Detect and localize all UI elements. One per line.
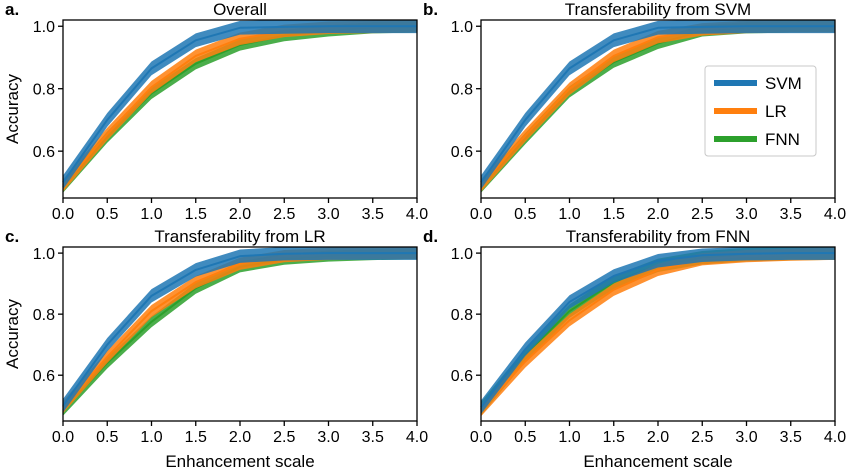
y-tick-label: 0.6 [33, 368, 55, 385]
panel-transfer-lr: 0.0 0.5 1.0 1.5 2.0 2.5 3.0 3.5 4.0 0.6 0.8 1.0 Tran… [3, 227, 428, 471]
panel-transfer-fnn: 0.0 0.5 1.0 1.5 2.0 2.5 3.0 3.5 4.0 0.6 0.8 1.0 Tran… [423, 227, 846, 471]
x-tick-label: 2.5 [273, 429, 295, 446]
series-band-lr [481, 20, 835, 192]
y-tick-label: 1.0 [33, 246, 55, 263]
legend-label-svm: SVM [765, 74, 802, 93]
series-line-fnn [480, 252, 836, 410]
x-tick-label: 4.0 [824, 429, 846, 446]
x-tick-label: 3.0 [317, 206, 339, 223]
x-tick-label: 3.5 [362, 206, 384, 223]
x-tick-label: 2.0 [647, 429, 669, 446]
x-tick-label: 4.0 [406, 206, 428, 223]
legend: SVM LR FNN [704, 65, 817, 157]
panel-title: Transferability from LR [154, 227, 325, 246]
y-tick-label: 0.8 [33, 307, 55, 324]
x-tick-label: 3.0 [735, 429, 757, 446]
x-tick-label: 2.5 [691, 429, 713, 446]
x-tick-label: 2.0 [229, 206, 251, 223]
series-line-svm [62, 25, 417, 183]
x-tick-label: 3.0 [317, 429, 339, 446]
x-tick-label: 1.0 [558, 206, 580, 223]
x-tick-label: 3.5 [362, 429, 384, 446]
x-tick-label: 1.5 [185, 206, 207, 223]
x-tick-label: 0.5 [96, 206, 118, 223]
series-band-lr [481, 247, 835, 417]
y-tick-label: 0.6 [33, 144, 55, 161]
x-tick-label: 1.5 [603, 206, 625, 223]
x-tick-label: 3.0 [735, 206, 757, 223]
x-tick-label: 3.5 [780, 206, 802, 223]
y-tick-label: 0.8 [451, 307, 473, 324]
x-tick-label: 0.5 [514, 429, 536, 446]
series-band-svm [63, 20, 417, 190]
y-tick-label: 1.0 [451, 19, 473, 36]
panel-title: Overall [213, 0, 267, 19]
y-tick-label: 1.0 [33, 19, 55, 36]
x-tick-label: 0.0 [52, 206, 74, 223]
legend-box [704, 65, 817, 157]
x-tick-label: 0.5 [96, 429, 118, 446]
legend-label-fnn: FNN [765, 130, 800, 149]
x-tick-label: 0.0 [470, 429, 492, 446]
x-tick-label: 1.0 [140, 429, 162, 446]
x-tick-label: 4.0 [824, 206, 846, 223]
x-axis-title: Enhancement scale [583, 452, 732, 471]
x-tick-label: 2.0 [229, 429, 251, 446]
y-tick-label: 1.0 [451, 246, 473, 263]
series-line-lr [480, 252, 836, 411]
y-tick-label: 0.6 [451, 368, 473, 385]
x-tick-label: 2.0 [647, 206, 669, 223]
legend-label-lr: LR [765, 102, 787, 121]
x-axis-title: Enhancement scale [165, 452, 314, 471]
series-line-svm [480, 25, 835, 183]
x-tick-label: 0.0 [52, 429, 74, 446]
x-tick-label: 1.0 [558, 429, 580, 446]
x-tick-label: 0.0 [470, 206, 492, 223]
series-line-svm [62, 252, 417, 407]
x-tick-label: 0.5 [514, 206, 536, 223]
x-tick-label: 1.5 [185, 429, 207, 446]
series-line-svm [480, 252, 835, 408]
panel-title: Transferability from SVM [565, 0, 751, 19]
x-tick-label: 1.5 [603, 429, 625, 446]
y-axis-title: Accuracy [3, 299, 22, 369]
panel-letter: c. [5, 227, 19, 246]
x-tick-label: 3.5 [780, 429, 802, 446]
y-tick-label: 0.8 [33, 82, 55, 99]
x-tick-label: 1.0 [140, 206, 162, 223]
y-tick-label: 0.8 [451, 82, 473, 99]
panel-transfer-svm: 0.0 0.5 1.0 1.5 2.0 2.5 3.0 3.5 4.0 0.6 0.8 1.0 Tran… [423, 0, 846, 223]
panel-overall: 0.0 0.5 1.0 1.5 2.0 2.5 3.0 3.5 4.0 0.6 0.8 1.0 Over… [3, 0, 428, 223]
x-tick-label: 2.5 [273, 206, 295, 223]
x-tick-label: 2.5 [691, 206, 713, 223]
panel-letter: a. [5, 0, 19, 19]
y-axis-title: Accuracy [3, 74, 22, 144]
panel-letter: b. [423, 0, 438, 19]
panel-letter: d. [423, 227, 438, 246]
panel-title: Transferability from FNN [566, 227, 751, 246]
y-tick-label: 0.6 [451, 144, 473, 161]
x-tick-label: 4.0 [406, 429, 428, 446]
series-band-svm [481, 20, 835, 190]
